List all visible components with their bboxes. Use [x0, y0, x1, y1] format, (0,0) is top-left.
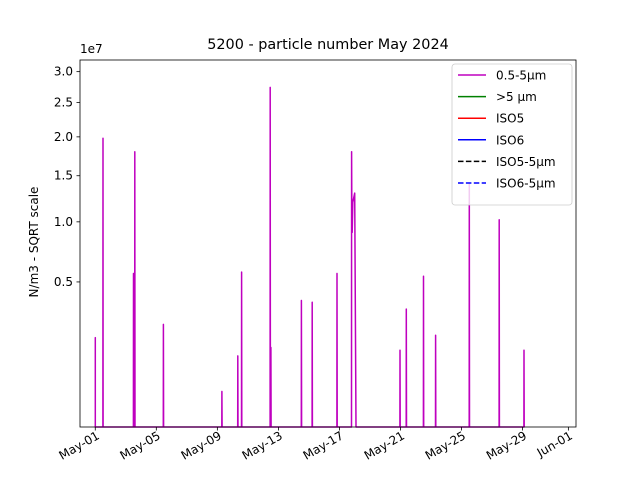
- legend-label-5: ISO6-5µm: [496, 177, 556, 191]
- y-tick-label-4: 2.5: [54, 96, 73, 110]
- y-axis-label: N/m3 - SQRT scale: [27, 187, 41, 298]
- legend-label-0: 0.5-5µm: [496, 69, 546, 83]
- y-tick-label-3: 2.0: [54, 130, 73, 144]
- legend-box: [451, 63, 573, 206]
- axes-frame: [79, 59, 577, 428]
- legend-label-4: ISO5-5µm: [496, 155, 556, 169]
- legend-label-3: ISO6: [496, 133, 524, 147]
- chart-title: 5200 - particle number May 2024: [207, 37, 449, 53]
- y-tick-label-0: 0.5: [54, 275, 73, 289]
- y-tick-label-2: 1.5: [54, 169, 73, 183]
- y-offset-text: 1e7: [80, 42, 103, 56]
- y-tick-label-1: 1.0: [54, 215, 73, 229]
- y-tick-label-5: 3.0: [54, 65, 73, 79]
- legend-label-2: ISO5: [496, 112, 524, 126]
- legend-label-1: >5 µm: [496, 90, 537, 104]
- legend: 0.5-5µm >5 µm ISO5 ISO6 ISO5-5µm ISO6-5µm: [451, 63, 573, 206]
